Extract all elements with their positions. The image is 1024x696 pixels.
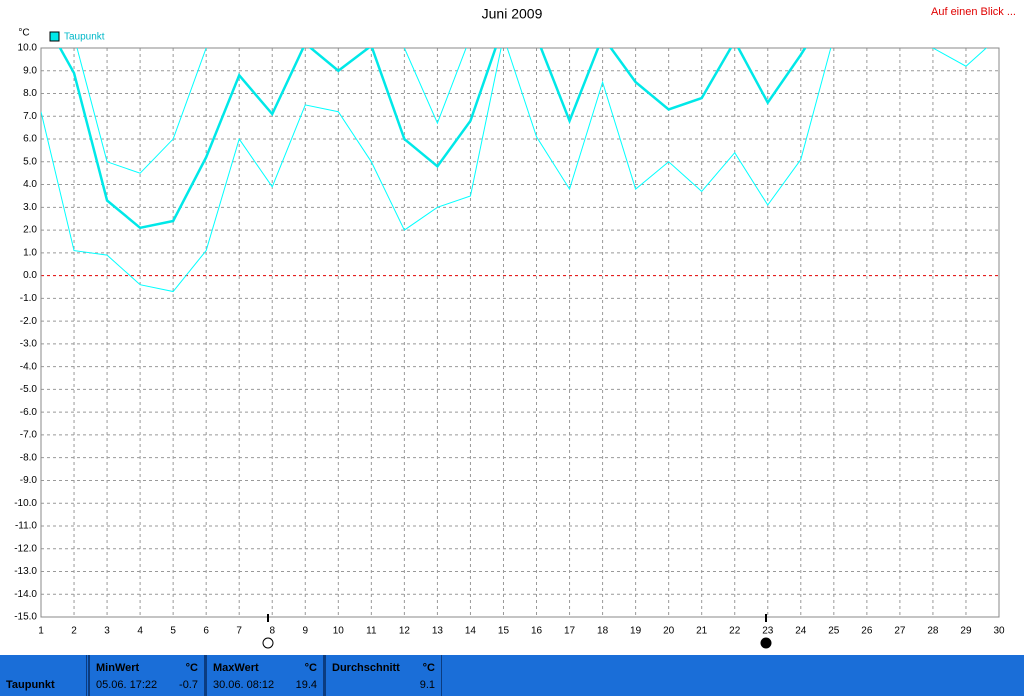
x-tick-label: 9 xyxy=(302,626,308,637)
x-tick-label: 28 xyxy=(927,626,939,637)
summary-panel: Taupunkt MinWert °C 05.06. 17:22 -0.7 Ma… xyxy=(0,655,1024,696)
x-tick-label: 1 xyxy=(38,626,44,637)
avg-unit: °C xyxy=(422,662,435,674)
x-tick-label: 3 xyxy=(104,626,110,637)
y-tick-label: -1.0 xyxy=(20,293,38,304)
max-label: MaxWert xyxy=(213,662,259,674)
min-value: -0.7 xyxy=(179,679,198,691)
y-tick-label: 3.0 xyxy=(23,202,37,213)
min-time: 05.06. 17:22 xyxy=(96,679,158,691)
avg-label: Durchschnitt xyxy=(332,662,400,674)
y-unit: °C xyxy=(18,28,29,39)
y-tick-label: -14.0 xyxy=(14,589,37,600)
y-tick-label: 10.0 xyxy=(18,43,38,54)
max-unit: °C xyxy=(304,662,317,674)
max-value: 19.4 xyxy=(295,679,317,691)
plot-border xyxy=(40,47,1000,618)
min-unit: °C xyxy=(185,662,198,674)
y-tick-label: -11.0 xyxy=(15,521,37,532)
min-label: MinWert xyxy=(96,662,140,674)
row-label-cell: Taupunkt xyxy=(0,655,87,696)
x-tick-label: 20 xyxy=(663,626,675,637)
y-tick-label: -5.0 xyxy=(20,384,38,395)
chart-title: Juni 2009 xyxy=(482,6,543,22)
y-tick-label: -6.0 xyxy=(20,407,38,418)
y-tick-label: -13.0 xyxy=(14,566,37,577)
x-tick-label: 6 xyxy=(203,626,209,637)
y-tick-label: -15.0 xyxy=(14,612,37,623)
avg-cell: Durchschnitt °C 9.1 xyxy=(324,655,442,696)
y-tick-label: -12.0 xyxy=(14,543,37,554)
y-tick-label: -7.0 xyxy=(20,430,38,441)
y-tick-label: -2.0 xyxy=(20,316,38,327)
x-tick-label: 13 xyxy=(432,626,444,637)
y-tick-label: 5.0 xyxy=(23,156,37,167)
x-tick-label: 11 xyxy=(366,626,377,637)
y-tick-label: 4.0 xyxy=(23,179,37,190)
x-tick-label: 15 xyxy=(498,626,510,637)
y-tick-label: -9.0 xyxy=(20,475,38,486)
x-tick-label: 8 xyxy=(269,626,275,637)
moon-icons xyxy=(262,614,772,649)
series-line xyxy=(58,48,807,230)
x-tick-label: 7 xyxy=(236,626,242,637)
x-tick-label: 26 xyxy=(861,626,873,637)
y-tick-label: 2.0 xyxy=(23,225,37,236)
x-tick-label: 18 xyxy=(597,626,609,637)
x-tick-label: 12 xyxy=(399,626,411,637)
legend-swatch xyxy=(49,31,60,42)
x-tick-label: 14 xyxy=(465,626,477,637)
x-tick-label: 10 xyxy=(333,626,345,637)
x-tick-label: 17 xyxy=(564,626,576,637)
x-tick-label: 24 xyxy=(795,626,807,637)
y-tick-label: 9.0 xyxy=(23,65,37,76)
y-tick-label: 6.0 xyxy=(23,134,37,145)
y-tick-label: 8.0 xyxy=(23,88,37,99)
x-tick-label: 27 xyxy=(894,626,906,637)
x-tick-label: 25 xyxy=(828,626,840,637)
chart: Juni 2009 Auf einen Blick ... °C Taupunk… xyxy=(14,6,1016,649)
y-tick-label: -3.0 xyxy=(20,339,38,350)
y-tick-label: 7.0 xyxy=(23,111,37,122)
x-tick-label: 19 xyxy=(630,626,642,637)
x-tick-label: 21 xyxy=(696,626,708,637)
x-tick-label: 22 xyxy=(729,626,741,637)
x-tick-label: 4 xyxy=(137,626,143,637)
min-cell: MinWert °C 05.06. 17:22 -0.7 xyxy=(88,655,205,696)
series-group xyxy=(41,48,988,293)
row-label: Taupunkt xyxy=(6,679,55,691)
y-tick-label: -10.0 xyxy=(14,498,37,509)
series-line xyxy=(76,48,467,174)
max-time: 30.06. 08:12 xyxy=(213,679,275,691)
x-tick-label: 30 xyxy=(993,626,1005,637)
corner-link[interactable]: Auf einen Blick ... xyxy=(931,6,1016,18)
x-tick-label: 29 xyxy=(960,626,972,637)
avg-value: 9.1 xyxy=(419,679,435,691)
y-tick-label: -8.0 xyxy=(20,452,38,463)
y-tick-label: 1.0 xyxy=(23,247,37,258)
x-tick-label: 5 xyxy=(170,626,176,637)
legend-label: Taupunkt xyxy=(64,32,105,43)
y-tick-label: 0.0 xyxy=(23,270,37,281)
x-tick-label: 16 xyxy=(531,626,543,637)
series-line xyxy=(41,48,988,293)
max-cell: MaxWert °C 30.06. 08:12 19.4 xyxy=(205,655,324,696)
y-tick-label: -4.0 xyxy=(20,361,38,372)
x-tick-label: 2 xyxy=(71,626,77,637)
x-tick-label: 23 xyxy=(762,626,774,637)
